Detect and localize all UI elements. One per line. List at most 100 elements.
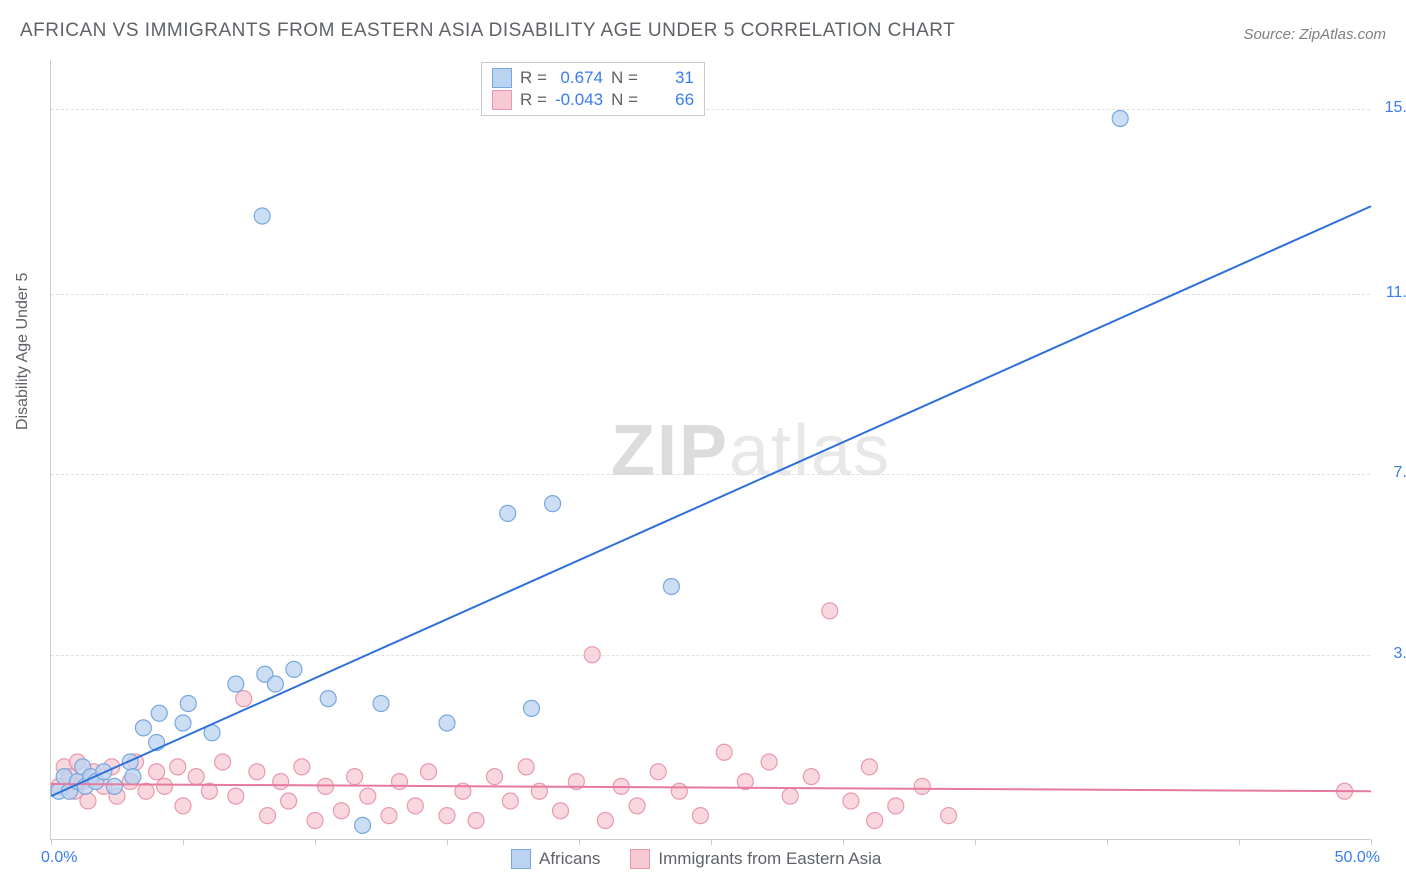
data-point <box>822 603 838 619</box>
legend-bottom: Africans Immigrants from Eastern Asia <box>511 849 881 869</box>
y-tick-label: 15.0% <box>1385 99 1406 117</box>
data-point <box>867 813 883 829</box>
data-point <box>439 808 455 824</box>
r-label: R = <box>520 68 547 88</box>
data-point <box>914 778 930 794</box>
data-point <box>294 759 310 775</box>
r-label: R = <box>520 90 547 110</box>
y-tick-label: 7.5% <box>1394 464 1406 482</box>
data-point <box>281 793 297 809</box>
data-point <box>421 764 437 780</box>
x-axis-max-label: 50.0% <box>1335 849 1380 867</box>
x-axis-min-label: 0.0% <box>41 849 77 867</box>
data-point <box>259 808 275 824</box>
x-tick <box>1239 839 1240 845</box>
x-tick <box>183 839 184 845</box>
r-value: 0.674 <box>555 68 603 88</box>
trend-line <box>51 784 1371 791</box>
data-point <box>861 759 877 775</box>
data-point <box>407 798 423 814</box>
data-point <box>487 769 503 785</box>
data-point <box>149 764 165 780</box>
n-label: N = <box>611 90 638 110</box>
data-point <box>228 788 244 804</box>
data-point <box>307 813 323 829</box>
data-point <box>523 700 539 716</box>
data-point <box>273 774 289 790</box>
data-point <box>941 808 957 824</box>
x-tick <box>447 839 448 845</box>
x-tick <box>711 839 712 845</box>
data-point <box>716 744 732 760</box>
data-point <box>671 783 687 799</box>
x-tick <box>51 839 52 845</box>
legend-label: Africans <box>539 849 600 869</box>
data-point <box>468 813 484 829</box>
x-tick <box>315 839 316 845</box>
data-point <box>228 676 244 692</box>
legend-stats-row: R = 0.674 N = 31 <box>492 67 694 89</box>
x-tick <box>579 839 580 845</box>
data-point <box>782 788 798 804</box>
data-point <box>215 754 231 770</box>
data-point <box>355 817 371 833</box>
data-point <box>650 764 666 780</box>
data-point <box>175 715 191 731</box>
y-tick-label: 3.8% <box>1394 645 1406 663</box>
r-value: -0.043 <box>555 90 603 110</box>
data-point <box>138 783 154 799</box>
data-point <box>518 759 534 775</box>
data-point <box>254 208 270 224</box>
data-point <box>135 720 151 736</box>
data-point <box>584 647 600 663</box>
y-axis-label: Disability Age Under 5 <box>14 273 32 430</box>
data-point <box>381 808 397 824</box>
legend-swatch-africans <box>511 849 531 869</box>
data-point <box>157 778 173 794</box>
data-point <box>373 696 389 712</box>
chart-title: AFRICAN VS IMMIGRANTS FROM EASTERN ASIA … <box>20 20 955 42</box>
legend-swatch-africans <box>492 68 512 88</box>
x-tick <box>975 839 976 845</box>
data-point <box>803 769 819 785</box>
legend-item: Africans <box>511 849 600 869</box>
trend-line <box>51 206 1371 796</box>
data-point <box>333 803 349 819</box>
data-point <box>347 769 363 785</box>
n-label: N = <box>611 68 638 88</box>
data-point <box>502 793 518 809</box>
data-point <box>188 769 204 785</box>
x-tick <box>1107 839 1108 845</box>
legend-item: Immigrants from Eastern Asia <box>630 849 881 869</box>
data-point <box>545 496 561 512</box>
data-point <box>286 661 302 677</box>
y-tick-label: 11.2% <box>1386 284 1406 302</box>
data-point <box>553 803 569 819</box>
data-point <box>151 705 167 721</box>
plot-area: ZIPatlas 3.8%7.5%11.2%15.0% 0.0% 50.0% R… <box>50 60 1370 840</box>
source-attribution: Source: ZipAtlas.com <box>1243 26 1386 43</box>
data-point <box>597 813 613 829</box>
data-point <box>106 778 122 794</box>
data-point <box>761 754 777 770</box>
legend-swatch-immigrants <box>630 849 650 869</box>
data-point <box>629 798 645 814</box>
data-point <box>122 754 138 770</box>
data-point <box>236 691 252 707</box>
data-point <box>125 769 141 785</box>
legend-stats-row: R = -0.043 N = 66 <box>492 89 694 111</box>
data-point <box>175 798 191 814</box>
data-point <box>500 505 516 521</box>
data-point <box>360 788 376 804</box>
data-point <box>180 696 196 712</box>
data-point <box>663 579 679 595</box>
data-point <box>843 793 859 809</box>
legend-swatch-immigrants <box>492 90 512 110</box>
data-point <box>439 715 455 731</box>
data-point <box>267 676 283 692</box>
data-point <box>692 808 708 824</box>
data-point <box>888 798 904 814</box>
x-tick <box>1371 839 1372 845</box>
n-value: 31 <box>646 68 694 88</box>
n-value: 66 <box>646 90 694 110</box>
